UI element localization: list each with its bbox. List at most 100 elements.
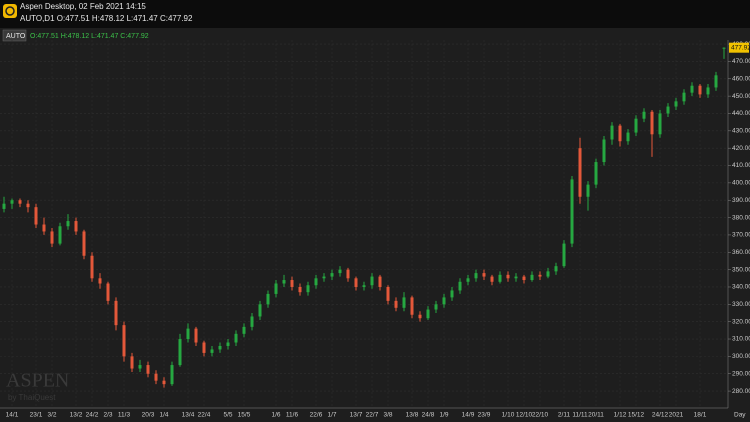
y-tick-label: 310.00 bbox=[732, 336, 750, 343]
candle-body bbox=[490, 276, 494, 282]
plot-bg bbox=[0, 28, 750, 422]
candle-body bbox=[378, 276, 382, 287]
candle-body bbox=[114, 300, 118, 326]
candle-body bbox=[74, 221, 78, 232]
y-tick-label: 360.00 bbox=[732, 249, 750, 256]
candle-body bbox=[274, 283, 278, 294]
x-tick-label: 24/8 bbox=[422, 412, 435, 419]
candle-body bbox=[586, 184, 590, 197]
window-info: AUTO,D1 O:477.51 H:478.12 L:471.47 C:477… bbox=[20, 14, 193, 23]
candle-body bbox=[466, 278, 470, 282]
candle-body bbox=[386, 286, 390, 301]
candle-body bbox=[186, 328, 190, 340]
x-tick-label: 2/3 bbox=[103, 412, 112, 419]
candle-body bbox=[538, 274, 542, 277]
candle-body bbox=[562, 243, 566, 267]
candle-body bbox=[162, 380, 166, 385]
candle-body bbox=[282, 280, 286, 284]
candle-body bbox=[202, 342, 206, 353]
x-tick-label: 1/7 bbox=[327, 412, 336, 419]
candle-body bbox=[594, 162, 598, 185]
candle-body bbox=[602, 139, 606, 163]
x-tick-label: 24/2 bbox=[86, 412, 99, 419]
candle-body bbox=[658, 113, 662, 135]
last-price-label: 477.92 bbox=[731, 44, 750, 51]
candle-body bbox=[506, 274, 510, 279]
candle-body bbox=[578, 148, 582, 197]
x-tick-label: 13/4 bbox=[182, 412, 195, 419]
x-tick-label: 13/2 bbox=[70, 412, 83, 419]
y-tick-label: 450.00 bbox=[732, 93, 750, 100]
candle-body bbox=[34, 207, 38, 225]
watermark: ASPEN bbox=[6, 370, 69, 392]
x-tick-label: 1/4 bbox=[159, 412, 168, 419]
x-tick-label: 3/2 bbox=[47, 412, 56, 419]
candle-body bbox=[242, 326, 246, 334]
candle-body bbox=[554, 266, 558, 272]
candle-body bbox=[82, 231, 86, 256]
candle-body bbox=[682, 92, 686, 102]
app-icon-glyph bbox=[5, 6, 15, 16]
x-tick-label: 2021 bbox=[669, 412, 684, 419]
y-tick-label: 420.00 bbox=[732, 145, 750, 152]
candle-body bbox=[66, 221, 70, 227]
candle-body bbox=[362, 285, 366, 287]
candle-body bbox=[210, 349, 214, 353]
x-tick-label: 14/1 bbox=[6, 412, 19, 419]
x-tick-label: 20/11 bbox=[588, 412, 604, 419]
candle-body bbox=[258, 304, 262, 317]
candle-body bbox=[690, 85, 694, 93]
candle-body bbox=[154, 373, 158, 381]
x-tick-label: 22/4 bbox=[198, 412, 211, 419]
y-tick-label: 350.00 bbox=[732, 266, 750, 273]
candle-body bbox=[26, 203, 30, 208]
candle-body bbox=[178, 339, 182, 366]
candle-body bbox=[450, 290, 454, 298]
candle-body bbox=[146, 365, 150, 374]
symbol-box[interactable] bbox=[2, 29, 27, 42]
y-tick-label: 340.00 bbox=[732, 284, 750, 291]
candle-body bbox=[218, 345, 222, 350]
candle-body bbox=[106, 283, 110, 301]
x-tick-label: 22/7 bbox=[366, 412, 379, 419]
title-bar bbox=[0, 0, 750, 28]
candle-body bbox=[138, 365, 142, 369]
candle-body bbox=[666, 106, 670, 114]
window-title: Aspen Desktop, 02 Feb 2021 14:15 bbox=[20, 2, 146, 11]
symbol: AUTO bbox=[6, 33, 26, 40]
x-tick-label: 13/7 bbox=[350, 412, 363, 419]
candle-body bbox=[42, 224, 46, 232]
y-tick-label: 320.00 bbox=[732, 318, 750, 325]
candle-body bbox=[90, 255, 94, 279]
candle-body bbox=[546, 271, 550, 277]
x-tick-label: 23/1 bbox=[30, 412, 43, 419]
x-tick-label: 1/12 bbox=[614, 412, 627, 419]
y-tick-label: 290.00 bbox=[732, 370, 750, 377]
y-tick-label: 470.00 bbox=[732, 58, 750, 65]
x-tick-label: 20/3 bbox=[142, 412, 155, 419]
y-tick-label: 410.00 bbox=[732, 162, 750, 169]
x-tick-label: 15/12 bbox=[628, 412, 645, 419]
candle-body bbox=[570, 179, 574, 244]
candle-body bbox=[354, 278, 358, 287]
x-tick-label: 1/10 bbox=[502, 412, 515, 419]
y-tick-label: 280.00 bbox=[732, 388, 750, 395]
candle-body bbox=[482, 273, 486, 277]
x-tick-label: 13/8 bbox=[406, 412, 419, 419]
candle-body bbox=[290, 280, 294, 287]
candle-body bbox=[338, 269, 342, 274]
candle-body bbox=[170, 365, 174, 385]
y-tick-label: 400.00 bbox=[732, 180, 750, 187]
candle-body bbox=[58, 226, 62, 244]
candle-body bbox=[634, 118, 638, 133]
candle-body bbox=[298, 286, 302, 293]
candle-body bbox=[522, 276, 526, 281]
candle-body bbox=[642, 111, 646, 119]
period-label: Day bbox=[734, 412, 746, 419]
x-tick-label: 11/11 bbox=[572, 412, 588, 419]
candle-body bbox=[714, 75, 718, 88]
candle-body bbox=[530, 274, 534, 281]
candle-body bbox=[194, 328, 198, 343]
candle-body bbox=[314, 278, 318, 286]
